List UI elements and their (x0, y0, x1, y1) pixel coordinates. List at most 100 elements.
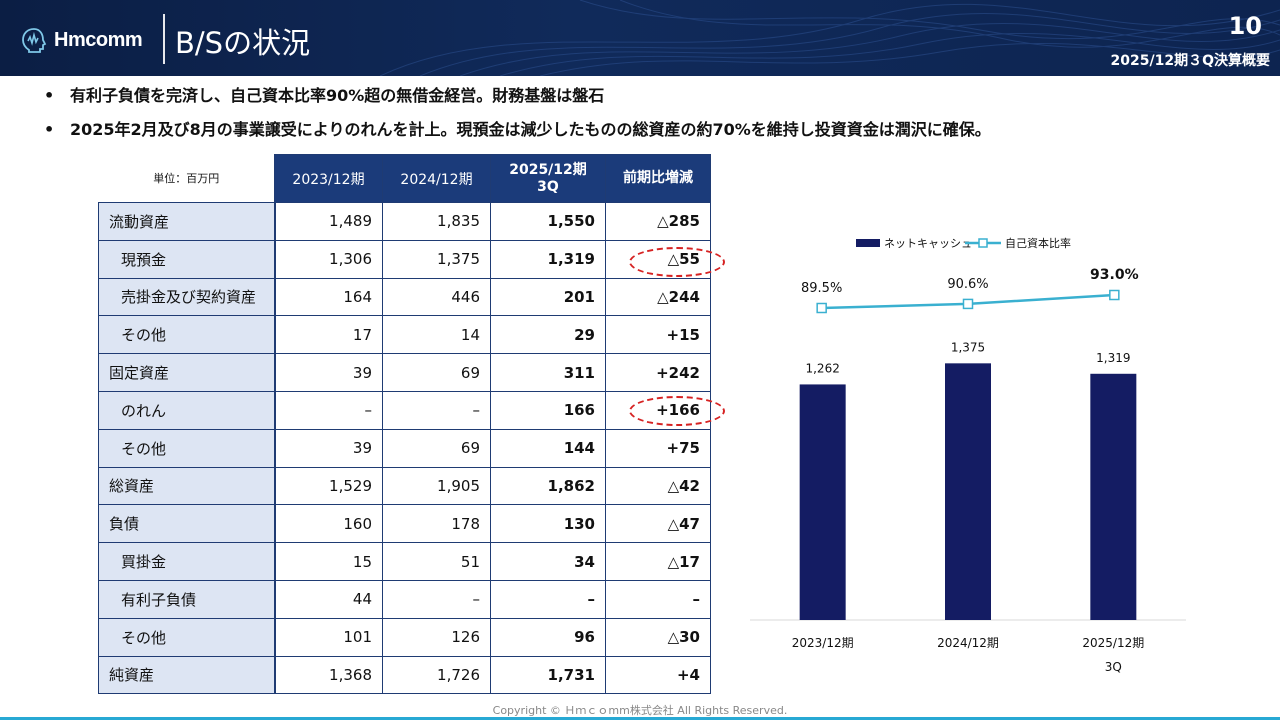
table-cell: +75 (605, 428, 711, 468)
slide-header: Hmcomm B/Sの状況 10 2025/12期３Q決算概要 (0, 0, 1280, 76)
bar-data-label: 1,262 (805, 361, 839, 375)
row-label: 現預金 (98, 239, 276, 279)
bar-data-label: 1,319 (1096, 351, 1130, 365)
table-cell: △17 (605, 542, 711, 581)
table-cell: 1,731 (490, 655, 606, 695)
ratio-data-label: 93.0% (1090, 267, 1139, 283)
table-cell: 51 (382, 542, 491, 581)
table-cell: +15 (605, 315, 711, 355)
table-cell: 39 (274, 353, 383, 392)
legend-bar-swatch (856, 239, 880, 247)
column-header: 前期比増減 (605, 154, 711, 203)
table-cell: 15 (274, 542, 383, 581)
table-row: その他 17 14 29 +15 (98, 315, 711, 355)
row-label: 負債 (98, 504, 276, 544)
table-cell: 1,550 (490, 202, 606, 241)
bullet-dot-icon: • (44, 86, 55, 105)
row-label: その他 (98, 428, 276, 468)
table-cell: 1,489 (274, 202, 383, 241)
table-cell: 201 (490, 277, 606, 317)
table-cell: 1,375 (382, 239, 491, 279)
table-cell: 1,368 (274, 655, 383, 695)
bar-mark (945, 363, 991, 620)
table-cell: – (382, 390, 491, 430)
summary-bullets: • 有利子負債を完済し、自己資本比率90%超の無借金経営。財務基盤は盤石 • 202… (44, 86, 1264, 154)
table-cell: △30 (605, 617, 711, 657)
bullet-text: 2025年2月及び8月の事業譲受によりのれんを計上。現預金は減少したものの総資産… (70, 120, 991, 139)
table-row: 売掛金及び契約資産 164 446 201 △244 (98, 277, 711, 317)
ratio-data-label: 90.6% (947, 277, 988, 292)
page-title: B/Sの状況 (175, 26, 311, 60)
table-cell: 160 (274, 504, 383, 544)
highlight-circle-goodwill (629, 396, 725, 426)
bar-mark (1090, 373, 1137, 620)
table-cell: △244 (605, 277, 711, 317)
column-header-text: 2025/12期 3Q (509, 161, 587, 195)
ratio-data-label: 89.5% (801, 281, 842, 296)
table-cell: 1,529 (274, 466, 383, 506)
table-row: 有利子負債 44– – – (98, 579, 711, 619)
table-row: 純資産 1,368 1,726 1,731 +4 (98, 655, 711, 695)
logo-text: Hmcomm (54, 28, 143, 51)
table-cell: 14 (382, 315, 491, 355)
bar-data-label: 1,375 (951, 340, 985, 354)
table-cell: 446 (382, 277, 491, 317)
table-cell: 69 (382, 428, 491, 468)
ratio-point (962, 298, 974, 310)
table-cell: △42 (605, 466, 711, 506)
table-cell: 144 (490, 428, 606, 468)
row-label: その他 (98, 617, 276, 657)
company-logo: Hmcomm (20, 26, 143, 54)
x-tick-label: 2023/12期 (792, 636, 854, 650)
column-header: 2024/12期 (382, 154, 491, 203)
column-header: 2023/12期 (274, 154, 383, 203)
table-cell: 101 (274, 617, 383, 657)
legend-label: ネットキャッシュ (884, 237, 972, 250)
net-cash-equity-ratio-chart: ネットキャッシュ 自己資本比率 1,262 1,375 1,319 89.5% 90.6% 9… (750, 236, 1186, 674)
table-row: 流動資産 1,489 1,835 1,550 △285 (98, 202, 711, 241)
table-cell: 1,835 (382, 202, 491, 241)
table-row: 買掛金 15 51 34 △17 (98, 542, 711, 581)
bullet-item: • 有利子負債を完済し、自己資本比率90%超の無借金経営。財務基盤は盤石 (44, 86, 1264, 106)
bottom-accent-bar (0, 717, 1280, 720)
table-cell: – (382, 579, 491, 619)
table-cell: 1,905 (382, 466, 491, 506)
table-cell: 311 (490, 353, 606, 392)
header-divider (163, 14, 165, 64)
x-tick-label: 2024/12期 (937, 636, 999, 650)
table-cell: – (605, 579, 711, 619)
table-cell: 1,319 (490, 239, 606, 279)
bar-mark (799, 384, 846, 620)
table-cell: 96 (490, 617, 606, 657)
bullet-item: • 2025年2月及び8月の事業譲受によりのれんを計上。現預金は減少したものの総資… (44, 120, 1264, 140)
row-label: 流動資産 (98, 202, 276, 241)
table-cell: 1,306 (274, 239, 383, 279)
unit-label: 単位：百万円 (98, 154, 275, 203)
table-cell: 17 (274, 315, 383, 355)
logo-head-icon (22, 28, 47, 53)
table-row: のれん – –166 +166 (98, 390, 711, 430)
table-row: 固定資産 39 69 311 +242 (98, 353, 711, 392)
legend-line-marker (978, 238, 988, 248)
table-row: その他 39 69 144 +75 (98, 428, 711, 468)
table-cell: 1,726 (382, 655, 491, 695)
header-wave-pattern (379, 0, 1280, 76)
balance-sheet-table: 単位：百万円 2023/12期 2024/12期 2025/12期 3Q 前期比増… (98, 154, 711, 695)
table-header-row: 単位：百万円 2023/12期 2024/12期 2025/12期 3Q 前期比増… (98, 154, 711, 203)
table-cell: +4 (605, 655, 711, 695)
column-header: 2025/12期 3Q (490, 154, 606, 203)
table-cell: 130 (490, 504, 606, 544)
report-label: 2025/12期３Q決算概要 (1110, 53, 1270, 69)
table-cell: 34 (490, 542, 606, 581)
table-cell: 126 (382, 617, 491, 657)
row-label: その他 (98, 315, 276, 355)
table-row: 現預金 1,306 1,375 1,319 △55 (98, 239, 711, 279)
table-cell: +242 (605, 353, 711, 392)
row-label: 買掛金 (98, 542, 276, 581)
table-cell: – (490, 579, 606, 619)
bullet-dot-icon: • (44, 120, 55, 139)
table-cell: 69 (382, 353, 491, 392)
page-number: 10 (1228, 12, 1262, 40)
row-label: 純資産 (98, 655, 276, 695)
row-label: 売掛金及び契約資産 (98, 277, 276, 317)
